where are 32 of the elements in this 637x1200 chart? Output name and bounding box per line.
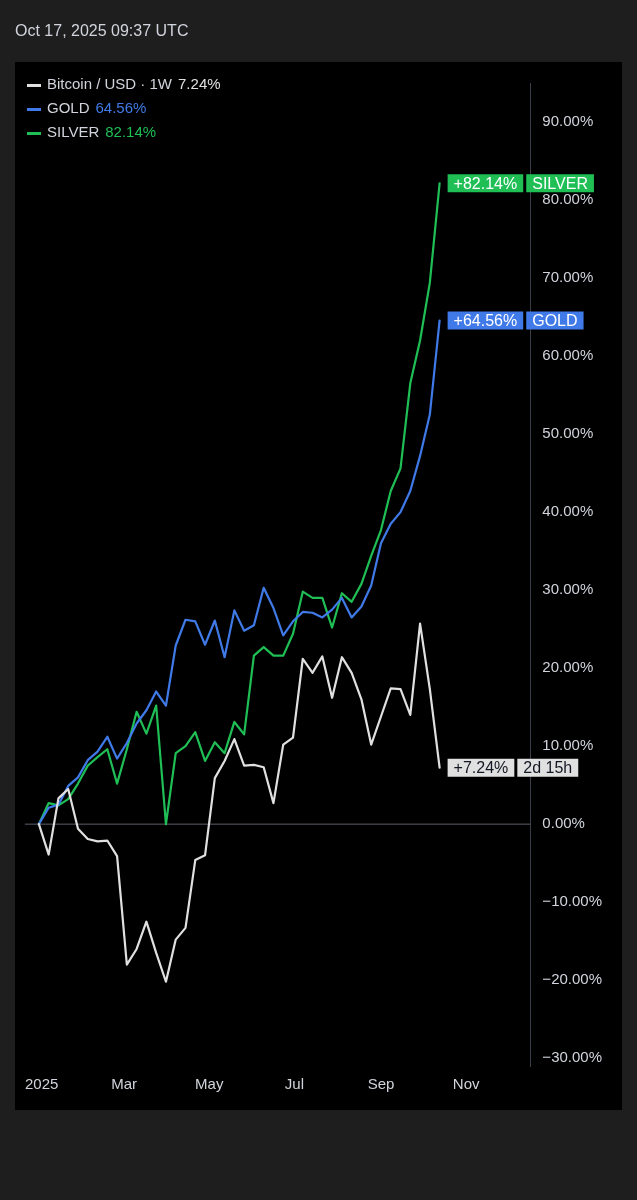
y-tick-label: 20.00%	[542, 658, 594, 676]
y-tick-label: −10.00%	[542, 892, 603, 910]
x-tick-label: May	[195, 1075, 224, 1093]
x-tick-label: Mar	[111, 1075, 137, 1093]
y-tick-label: 60.00%	[542, 346, 594, 364]
annotation: 82.14%	[105, 123, 157, 140]
legend-label: Bitcoin / USD · 1W	[47, 75, 173, 92]
x-tick-label: Nov	[452, 1075, 480, 1093]
y-tick-label: 80.00%	[542, 190, 594, 208]
y-tick-label: 70.00%	[542, 268, 594, 286]
data-label: +64.56%	[453, 311, 518, 329]
legend-label: GOLD	[47, 99, 90, 116]
data-label: +82.14%	[453, 174, 518, 192]
y-tick-label: 90.00%	[542, 112, 594, 130]
y-tick-label: 10.00%	[542, 736, 594, 754]
y-tick-label: 50.00%	[542, 424, 594, 442]
y-tick-label: 40.00%	[542, 502, 594, 520]
annotation: 64.56%	[95, 99, 147, 116]
y-tick-label: −30.00%	[542, 1048, 603, 1066]
legend-label: SILVER	[47, 123, 100, 140]
x-tick-label: 2025	[25, 1075, 59, 1093]
text: GOLD	[532, 311, 578, 329]
y-tick-label: −20.00%	[542, 970, 603, 988]
text: Oct 17, 2025 09:37 UTC	[15, 22, 189, 40]
annotation: 2d 15h	[523, 759, 573, 777]
x-tick-label: Sep	[367, 1075, 395, 1093]
annotation: 7.24%	[178, 75, 221, 92]
text: SILVER	[532, 174, 588, 192]
data-label: +7.24%	[453, 759, 509, 777]
y-tick-label: 30.00%	[542, 580, 594, 598]
x-tick-label: Jul	[284, 1075, 304, 1093]
y-tick-label: 0.00%	[542, 814, 585, 832]
